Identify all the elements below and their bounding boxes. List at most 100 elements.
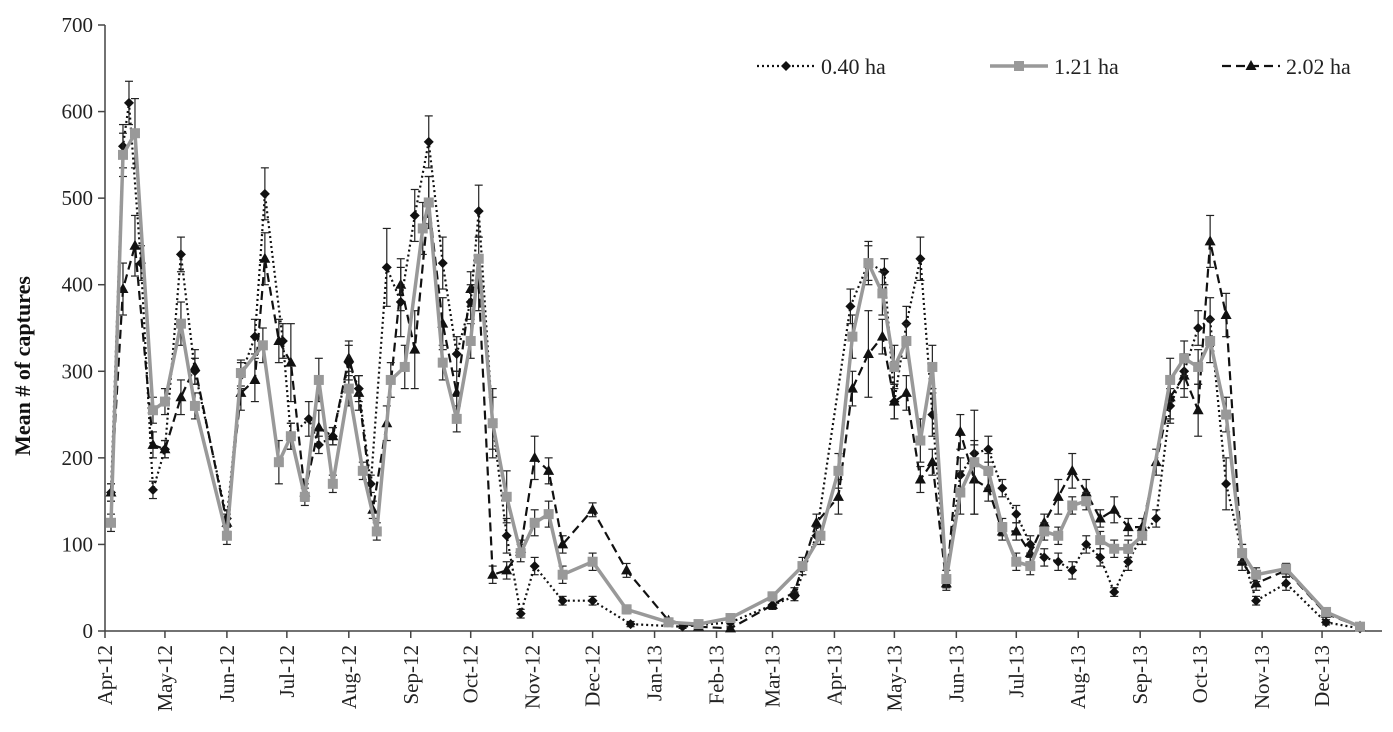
x-tick-label: Oct-12 — [459, 645, 483, 703]
series-line — [109, 101, 1361, 630]
data-point-diamond — [343, 357, 354, 368]
data-point-diamond — [1081, 539, 1092, 550]
y-tick-label: 300 — [62, 359, 94, 383]
y-tick-label: 700 — [62, 13, 94, 37]
legend-label: 1.21 ha — [1054, 54, 1119, 79]
data-point-square — [1251, 569, 1262, 580]
data-point-square — [189, 400, 200, 411]
x-tick-label: Nov-13 — [1250, 645, 1274, 709]
data-point-triangle — [1245, 60, 1257, 70]
data-point-square — [327, 478, 338, 489]
data-point-triangle — [313, 421, 325, 432]
data-point-diamond — [123, 97, 134, 108]
x-tick-label: Jan-13 — [643, 645, 667, 701]
data-point-diamond — [889, 396, 900, 407]
data-point-triangle — [846, 382, 858, 393]
data-point-square — [1039, 526, 1050, 537]
data-point-square — [997, 522, 1008, 533]
x-tick-label: May-12 — [153, 645, 177, 712]
data-point-square — [235, 368, 246, 379]
data-point-square — [1193, 361, 1204, 372]
data-point-diamond — [1109, 587, 1120, 598]
legend-item: 2.02 ha — [1222, 54, 1351, 79]
data-point-square — [1109, 543, 1120, 554]
legend: 0.40 ha 1.21 ha 2.02 ha — [757, 54, 1351, 79]
data-point-triangle — [914, 473, 926, 484]
data-point-square — [105, 517, 116, 528]
data-point-square — [915, 435, 926, 446]
data-point-triangle — [832, 490, 844, 501]
x-tick-label: Apr-12 — [93, 645, 117, 705]
error-bars — [106, 80, 1365, 631]
y-tick-label: 500 — [62, 186, 94, 210]
data-point-diamond — [175, 249, 186, 260]
data-point-square — [877, 288, 888, 299]
data-point-triangle — [810, 516, 822, 527]
error-bars — [106, 97, 1365, 630]
data-point-diamond — [789, 591, 800, 602]
data-point-triangle — [1066, 464, 1078, 475]
data-point-square — [815, 530, 826, 541]
x-tick-label: Jul-13 — [1004, 645, 1028, 698]
y-axis-ticks: 0 100 200 300 400 500 600 700 — [62, 13, 105, 643]
data-point-square — [847, 331, 858, 342]
data-point-square — [129, 128, 140, 139]
data-point-diamond — [353, 383, 364, 394]
data-point-square — [621, 604, 632, 615]
series-markers — [105, 128, 1366, 632]
data-point-square — [175, 318, 186, 329]
data-point-triangle — [788, 586, 800, 597]
data-point-square — [1123, 543, 1134, 554]
data-point-triangle — [587, 503, 599, 514]
data-point-diamond — [845, 301, 856, 312]
data-point-diamond — [1067, 565, 1078, 576]
legend-item: 0.40 ha — [757, 54, 886, 79]
data-point-diamond — [1053, 556, 1064, 567]
data-point-square — [1067, 500, 1078, 511]
y-tick-label: 400 — [62, 273, 94, 297]
data-point-triangle — [543, 464, 555, 475]
y-tick-label: 100 — [62, 532, 94, 556]
data-point-triangle — [1250, 577, 1262, 588]
data-point-diamond — [1011, 509, 1022, 520]
x-tick-label: Aug-13 — [1066, 645, 1090, 709]
data-point-triangle — [487, 568, 499, 579]
data-point-triangle — [147, 438, 159, 449]
data-point-triangle — [557, 538, 569, 549]
data-point-diamond — [473, 206, 484, 217]
data-point-square — [465, 335, 476, 346]
legend-item: 1.21 ha — [990, 54, 1119, 79]
data-point-diamond — [277, 335, 288, 346]
data-point-square — [371, 526, 382, 537]
data-point-square — [423, 197, 434, 208]
data-point-square — [501, 491, 512, 502]
data-point-square — [147, 405, 158, 416]
data-point-square — [983, 465, 994, 476]
data-point-square — [385, 374, 396, 385]
data-point-triangle — [1108, 503, 1120, 514]
data-point-triangle — [900, 386, 912, 397]
data-point-triangle — [1010, 525, 1022, 536]
y-tick-label: 0 — [83, 619, 94, 643]
series-line — [109, 201, 1361, 630]
data-point-triangle — [1080, 486, 1092, 497]
data-point-diamond — [189, 366, 200, 377]
data-point-square — [1011, 556, 1022, 567]
data-point-square — [357, 465, 368, 476]
data-point-diamond — [767, 600, 778, 611]
y-tick-label: 600 — [62, 100, 94, 124]
data-point-triangle — [1204, 235, 1216, 246]
data-point-diamond — [1321, 617, 1332, 628]
data-point-diamond — [249, 331, 260, 342]
data-point-square — [1137, 530, 1148, 541]
data-point-triangle — [501, 564, 513, 575]
data-point-diamond — [501, 530, 512, 541]
x-tick-label: Sep-12 — [399, 645, 423, 705]
data-point-square — [927, 361, 938, 372]
data-point-diamond — [515, 608, 526, 619]
data-point-square — [725, 613, 736, 624]
data-point-square — [969, 457, 980, 468]
data-point-diamond — [1221, 478, 1232, 489]
data-point-square — [515, 548, 526, 559]
data-point-square — [273, 457, 284, 468]
